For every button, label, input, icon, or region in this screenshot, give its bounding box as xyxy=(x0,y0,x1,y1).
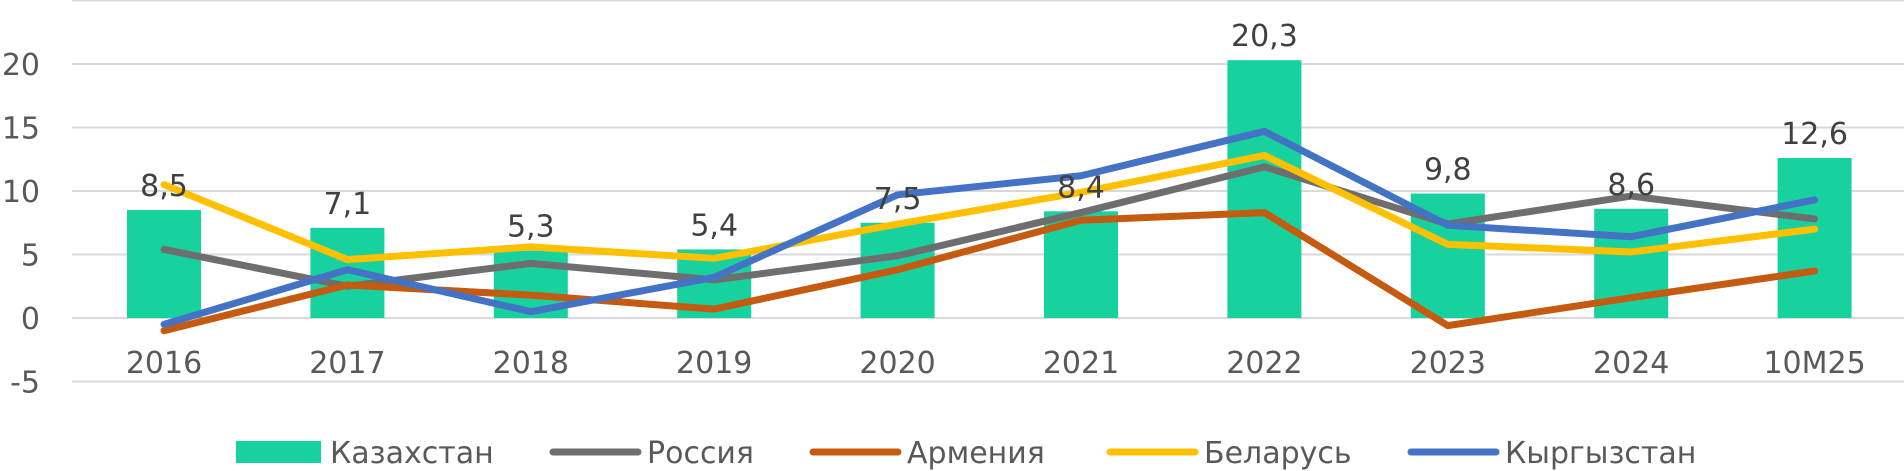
data-label: 5,3 xyxy=(507,210,555,245)
legend: Казахстан Россия Армения Беларусь Кыргызстан xyxy=(236,436,1696,471)
y-tick-label: 15 xyxy=(2,112,40,147)
data-label: 20,3 xyxy=(1231,19,1298,54)
data-label: 12,6 xyxy=(1781,117,1848,152)
x-tick-label: 10M25 xyxy=(1763,346,1865,381)
bar xyxy=(1227,60,1302,318)
x-tick-label: 2017 xyxy=(309,346,385,381)
data-label: 9,8 xyxy=(1424,153,1472,188)
x-tick-label: 2023 xyxy=(1410,346,1486,381)
data-label: 8,4 xyxy=(1057,170,1105,205)
x-tick-label: 2022 xyxy=(1226,346,1302,381)
legend-swatch xyxy=(236,441,321,463)
data-label: 7,5 xyxy=(874,182,922,217)
x-tick-label: 2021 xyxy=(1043,346,1119,381)
x-tick-label: 2020 xyxy=(859,346,935,381)
legend-label: Россия xyxy=(647,436,754,471)
legend-label: Кыргызстан xyxy=(1505,436,1696,471)
y-tick-label: 5 xyxy=(21,239,40,274)
line-series xyxy=(160,127,1819,335)
x-tick-label: 2024 xyxy=(1593,346,1669,381)
series-line xyxy=(160,163,1819,290)
data-label: 8,6 xyxy=(1607,168,1655,203)
y-axis-ticks: -5 0 5 10 15 20 xyxy=(2,48,40,401)
data-label: 5,4 xyxy=(690,208,738,243)
data-label: 8,5 xyxy=(140,169,188,204)
y-tick-label: 20 xyxy=(2,48,40,83)
series-line xyxy=(160,127,1819,328)
legend-label: Армения xyxy=(907,436,1045,471)
y-tick-label: -5 xyxy=(10,366,40,401)
x-tick-label: 2019 xyxy=(676,346,752,381)
y-tick-label: 0 xyxy=(21,302,40,337)
x-axis-ticks: 2016 2017 2018 2019 2020 2021 2022 2023 2024 10M2… xyxy=(126,346,1866,381)
x-tick-label: 2016 xyxy=(126,346,202,381)
legend-label: Беларусь xyxy=(1204,436,1352,471)
bar xyxy=(1777,157,1852,318)
series-line xyxy=(160,151,1819,264)
x-tick-label: 2018 xyxy=(493,346,569,381)
data-label: 7,1 xyxy=(324,187,372,222)
bar xyxy=(127,210,201,318)
data-labels: 8,5 7,1 5,3 5,4 7,5 8,4 20,3 9,8 8,6 12,6 xyxy=(140,19,1848,245)
legend-label: Казахстан xyxy=(330,436,494,471)
y-tick-label: 10 xyxy=(2,175,40,210)
